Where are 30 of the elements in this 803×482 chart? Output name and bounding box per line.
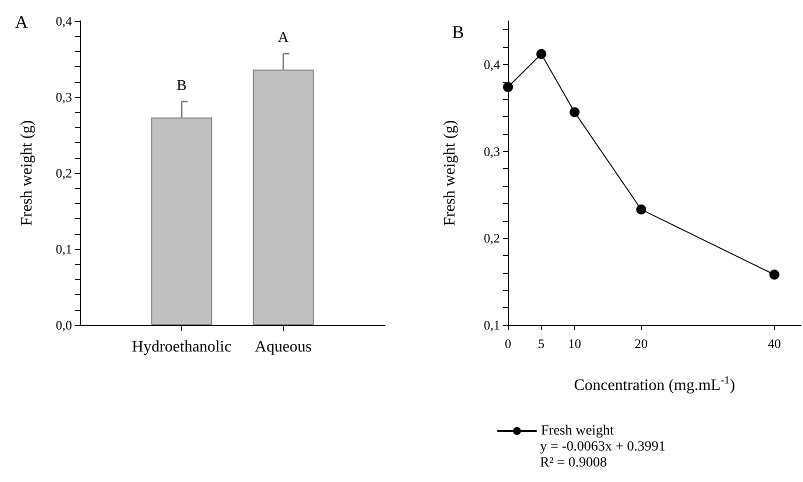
chart-title: A bbox=[15, 12, 28, 32]
point bbox=[636, 204, 646, 214]
y-axis-title: Fresh weight (g) bbox=[18, 120, 36, 226]
text: R² = 0.9008 bbox=[540, 456, 607, 470]
x-tick-label: 40 bbox=[768, 336, 781, 351]
x-tick-label: 0 bbox=[504, 336, 512, 351]
y-tick-label: 0,3 bbox=[56, 90, 72, 104]
annotation: A bbox=[278, 30, 289, 46]
annotation: B bbox=[176, 78, 187, 94]
text: y = -0.0063x + 0.3991 bbox=[540, 440, 666, 454]
y-tick-label: 0,1 bbox=[484, 318, 500, 332]
x-tick-label: 20 bbox=[634, 336, 648, 351]
y-tick-label: 0,2 bbox=[56, 166, 72, 180]
y-tick-label: 0,3 bbox=[484, 144, 500, 159]
y-tick-label: 0,1 bbox=[56, 242, 72, 256]
y-tick-label: 0,2 bbox=[484, 230, 500, 246]
y-tick-label: 0,4 bbox=[56, 14, 72, 28]
point bbox=[570, 107, 580, 118]
point bbox=[536, 49, 546, 60]
legend-label: Fresh weight bbox=[541, 424, 614, 438]
x-tick-label: 5 bbox=[538, 336, 545, 351]
y-axis-title: Fresh weight (g) bbox=[442, 120, 458, 226]
y-tick-label: 0,4 bbox=[484, 56, 500, 72]
x-tick-label: 10 bbox=[568, 336, 582, 351]
chart-title: B bbox=[452, 22, 464, 42]
x-tick-label: Aqueous bbox=[254, 338, 312, 356]
x-tick-label: Hydroethanolic bbox=[132, 338, 232, 356]
point bbox=[769, 270, 780, 280]
point bbox=[503, 82, 513, 92]
y-tick-label: 0,0 bbox=[56, 318, 72, 332]
